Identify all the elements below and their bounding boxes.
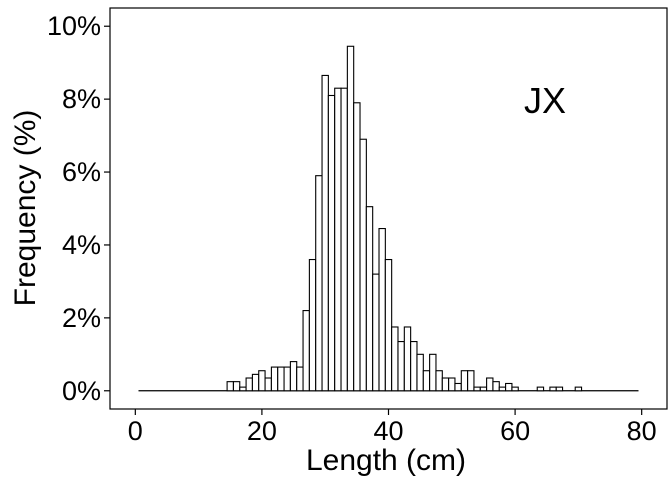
histogram-bar bbox=[270, 366, 279, 392]
histogram-bar bbox=[441, 377, 450, 392]
histogram-bar bbox=[245, 377, 253, 392]
histogram-bar bbox=[486, 377, 494, 392]
y-axis: 0% 2% 4% 6% 8% 10% bbox=[47, 11, 110, 406]
histogram-bar bbox=[289, 361, 298, 392]
histogram-bar bbox=[340, 87, 348, 392]
histogram-bar bbox=[549, 386, 557, 392]
histogram-bar bbox=[226, 381, 234, 392]
x-tick-label: 80 bbox=[627, 416, 657, 446]
x-tick-label: 60 bbox=[500, 416, 530, 446]
histogram-bar bbox=[232, 381, 241, 392]
histogram-bar bbox=[251, 373, 260, 392]
panel-annotation: JX bbox=[524, 80, 566, 121]
histogram-bar bbox=[258, 370, 266, 392]
y-tick-label: 6% bbox=[62, 157, 101, 187]
x-tick-label: 0 bbox=[128, 416, 143, 446]
histogram-bar bbox=[372, 273, 380, 392]
histogram-bar bbox=[365, 206, 374, 392]
histogram-bar bbox=[397, 341, 405, 392]
histogram-bar bbox=[296, 366, 304, 392]
histogram-bar bbox=[315, 175, 323, 392]
histogram-bar bbox=[460, 370, 469, 392]
histogram-bar bbox=[467, 370, 475, 392]
y-tick-label: 4% bbox=[62, 230, 101, 260]
histogram-bar bbox=[429, 353, 437, 392]
y-axis-title: Frequency (%) bbox=[9, 110, 42, 307]
histogram-bar bbox=[359, 138, 367, 392]
histogram-bar bbox=[511, 386, 519, 392]
histogram-bar bbox=[334, 87, 342, 392]
histogram-bar bbox=[536, 386, 545, 392]
histogram-bar bbox=[308, 258, 317, 392]
histogram-bar bbox=[321, 74, 329, 392]
histogram-bar bbox=[448, 377, 456, 392]
x-tick-label: 40 bbox=[373, 416, 403, 446]
x-axis-title: Length (cm) bbox=[306, 444, 466, 477]
histogram-bar bbox=[574, 386, 583, 392]
histogram-bar bbox=[353, 102, 361, 392]
histogram-bar bbox=[403, 326, 412, 392]
histogram-bar bbox=[302, 310, 310, 392]
y-tick-label: 2% bbox=[62, 303, 101, 333]
histogram-bar bbox=[505, 382, 513, 392]
histogram-bar bbox=[327, 94, 336, 392]
histogram-bar bbox=[384, 258, 393, 392]
y-tick-label: 8% bbox=[62, 84, 101, 114]
histogram-bar bbox=[473, 386, 481, 392]
histogram-bar bbox=[454, 382, 462, 392]
histogram-bars bbox=[226, 45, 583, 392]
histogram-bar bbox=[416, 353, 424, 392]
histogram-bar bbox=[555, 386, 564, 392]
x-axis: 0 20 40 60 80 bbox=[128, 409, 657, 446]
y-tick-label: 10% bbox=[47, 11, 101, 41]
y-tick-label: 0% bbox=[62, 376, 101, 406]
histogram-bar bbox=[283, 366, 291, 392]
histogram-bar bbox=[391, 326, 399, 392]
histogram-bar bbox=[277, 366, 285, 392]
histogram-bar bbox=[492, 381, 500, 392]
histogram-bar bbox=[479, 386, 488, 392]
histogram-bar bbox=[239, 386, 247, 392]
histogram-bar bbox=[410, 341, 418, 392]
histogram-bar bbox=[435, 370, 443, 392]
histogram-bar bbox=[422, 370, 431, 392]
histogram-bar bbox=[498, 386, 507, 392]
histogram-bar bbox=[378, 228, 386, 392]
histogram-bar bbox=[264, 377, 272, 392]
histogram-bar bbox=[346, 45, 355, 392]
x-tick-label: 20 bbox=[247, 416, 277, 446]
